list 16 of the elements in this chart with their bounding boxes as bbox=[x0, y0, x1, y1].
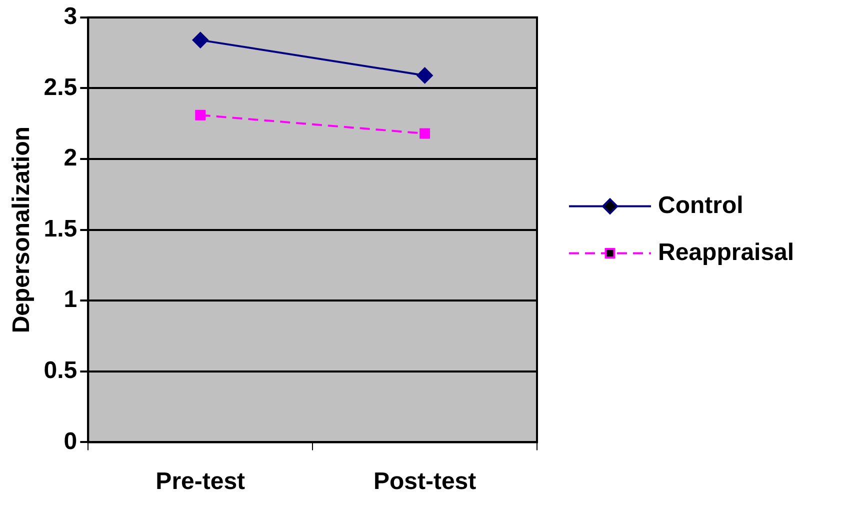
point bbox=[192, 32, 208, 48]
x-tick-label: Pre-test bbox=[156, 468, 246, 496]
x-tick-label: Post-test bbox=[373, 468, 476, 496]
y-tick-label: 3 bbox=[64, 3, 78, 30]
legend-label: Control bbox=[658, 192, 744, 219]
legend-label: Reappraisal bbox=[658, 238, 794, 266]
y-tick-label: 2.5 bbox=[44, 74, 78, 101]
y-axis-title: Depersonalization bbox=[8, 126, 36, 334]
point bbox=[416, 67, 433, 84]
point bbox=[420, 128, 430, 139]
y-tick-label: 0.5 bbox=[44, 357, 78, 384]
y-tick-label: 1 bbox=[64, 286, 78, 314]
point bbox=[195, 110, 206, 120]
y-tick-label: 2 bbox=[64, 144, 78, 172]
y-tick-label: 1.5 bbox=[44, 215, 78, 242]
y-tick-label: 0 bbox=[64, 428, 78, 455]
